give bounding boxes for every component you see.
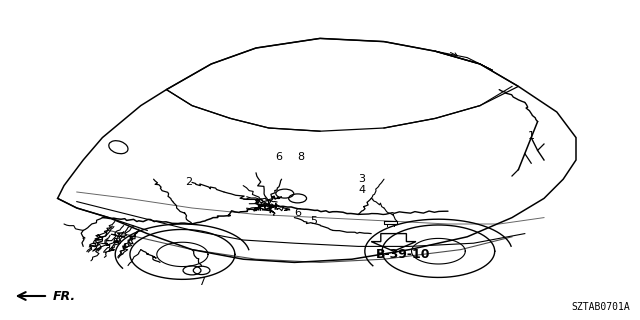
Text: 6: 6 [275, 152, 282, 162]
Text: 2: 2 [185, 177, 193, 188]
Text: FR.: FR. [52, 290, 76, 302]
Text: SZTAB0701A: SZTAB0701A [572, 302, 630, 312]
Text: 3: 3 [358, 174, 365, 184]
Text: 5: 5 [310, 216, 317, 226]
Text: 4: 4 [358, 185, 365, 196]
Text: 1: 1 [528, 131, 534, 141]
Text: B-39-10: B-39-10 [376, 248, 431, 260]
Text: 6: 6 [294, 208, 301, 218]
Text: 7: 7 [198, 276, 205, 287]
Text: 8: 8 [297, 152, 305, 162]
